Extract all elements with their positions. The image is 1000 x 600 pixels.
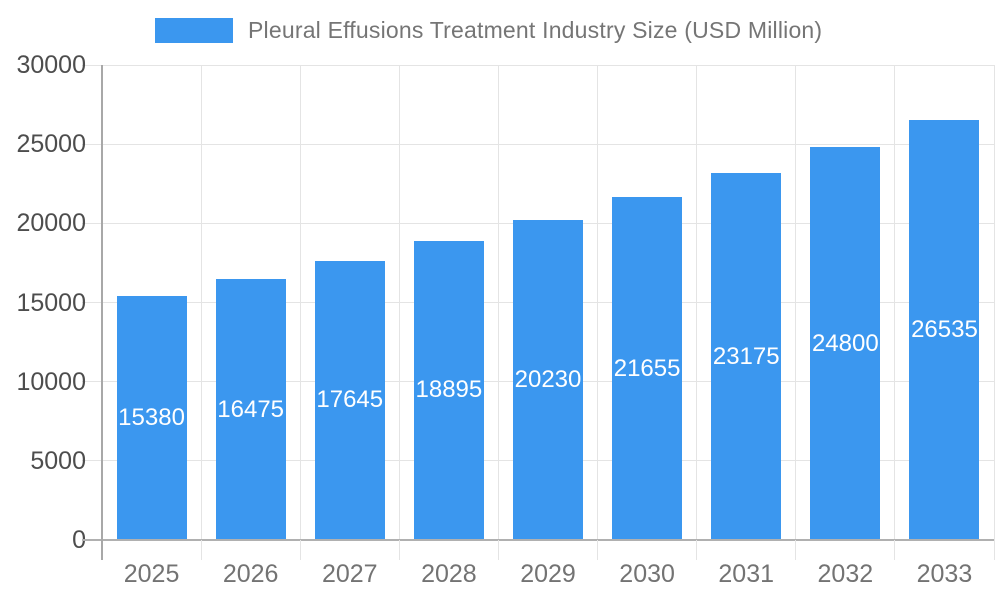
x-tick [200,540,202,560]
bar-value-label: 18895 [415,376,483,404]
x-tick-label: 2025 [123,560,180,588]
bar-value-label: 17645 [316,386,384,414]
x-tick [795,540,797,560]
x-tick [299,540,301,560]
bar [810,147,881,540]
x-tick-label: 2031 [718,560,775,588]
bar-value-label: 24800 [811,329,879,357]
gridline-v [795,65,797,540]
bar [612,197,683,540]
x-tick-label: 2032 [817,560,874,588]
bar-value-label: 21655 [613,354,681,382]
gridline-h [82,64,994,66]
x-tick-label: 2026 [222,560,279,588]
gridline-v [200,65,202,540]
bar-value-label: 23175 [712,342,780,370]
x-tick-label: 2027 [321,560,378,588]
bar [711,173,782,540]
gridline-v [299,65,301,540]
bar-value-label: 26535 [911,315,978,343]
bar [116,296,187,540]
x-axis-line [82,539,994,541]
y-tick-label: 30000 [16,51,86,79]
x-tick [993,540,995,560]
y-tick-label: 15000 [16,288,86,317]
x-tick [597,540,599,560]
bar [909,119,980,540]
bar-value-label: 16475 [217,395,285,423]
x-tick-label: 2033 [916,560,973,588]
y-tick-label: 0 [72,526,86,554]
y-tick-label: 25000 [16,130,86,159]
gridline-v [696,65,698,540]
legend-swatch [155,17,233,43]
gridline-v [597,65,599,540]
x-tick-label: 2029 [520,560,576,588]
y-tick-label: 10000 [16,367,86,396]
legend: Pleural Effusions Treatment Industry Siz… [155,17,822,43]
x-tick [696,540,698,560]
bar-value-label: 20230 [514,365,582,393]
x-tick [894,540,896,560]
y-tick-label: 20000 [16,209,86,238]
bar [215,279,286,540]
bar [413,240,484,540]
x-tick-label: 2030 [619,560,675,588]
gridline-v [398,65,400,540]
bar [513,219,583,540]
y-tick-label: 5000 [30,446,86,475]
chart-title: Pleural Effusions Treatment Industry Siz… [248,16,823,43]
gridline-v [894,65,896,540]
bar [314,260,385,540]
bar-value-label: 15380 [118,404,185,432]
x-tick-label: 2028 [421,560,477,588]
gridline-v [993,65,995,540]
y-axis-line [101,65,103,560]
x-tick [398,540,400,560]
gridline-v [497,65,499,540]
x-tick [497,540,499,560]
gridline-h [82,143,994,145]
